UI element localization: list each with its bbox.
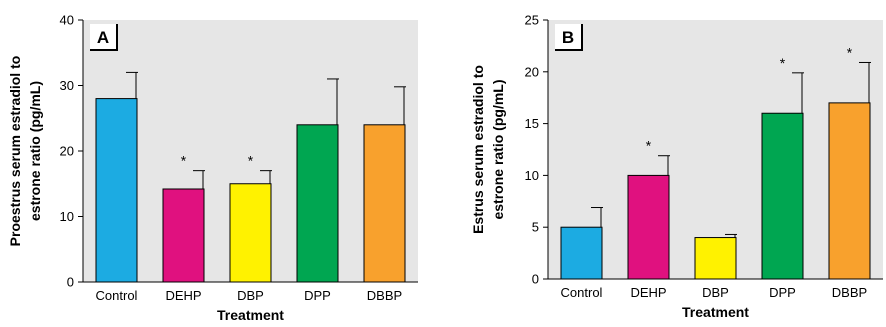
y-axis-title-line-1: Estrus serum estradiol to — [470, 65, 486, 234]
bar-dbp — [229, 183, 272, 283]
x-axis-title: Treatment — [682, 304, 749, 320]
y-axis-title-line-2: estrone ratio (pg/mL) — [27, 81, 43, 221]
bar-control — [95, 98, 138, 283]
y-axis-title-line-1: Proestrus serum estradiol to — [7, 56, 23, 247]
y-tick-label: 0 — [532, 272, 539, 287]
x-tick-label-control: Control — [561, 285, 603, 300]
y-tick-label: 10 — [525, 168, 539, 183]
y-tick-label: 0 — [67, 275, 74, 290]
x-tick-label-dpp: DPP — [769, 285, 796, 300]
bar-dpp — [296, 124, 339, 283]
bar-dehp — [627, 174, 670, 280]
chart-panel-a: 0 10 20 30 40 A Control * DEHP * DBP DPP DBBP Treatme… — [7, 13, 418, 323]
x-axis-title: Treatment — [217, 307, 284, 323]
x-tick-label-dbbp: DBBP — [832, 285, 867, 300]
panel-letter-box — [90, 24, 117, 50]
y-tick-label: 20 — [60, 144, 74, 159]
x-tick-label-dbbp: DBBP — [367, 288, 402, 303]
y-tick-label: 40 — [60, 13, 74, 28]
x-tick-label-dehp: DEHP — [630, 285, 666, 300]
x-tick-label-dbp: DBP — [702, 285, 729, 300]
y-axis-title-line-2: estrone ratio (pg/mL) — [490, 79, 506, 219]
chart-panel-b: 0 5 10 15 20 25 B Control * DEHP DBP * DPP * DBBP Treat… — [470, 13, 883, 320]
y-tick-label: 30 — [60, 78, 74, 93]
panel-letter-box-shadow — [555, 24, 583, 51]
x-tick-label-dbp: DBP — [237, 288, 264, 303]
x-tick-label-dehp: DEHP — [165, 288, 201, 303]
bar-dehp — [162, 188, 205, 283]
significance-star-dpp: * — [780, 55, 786, 71]
panel-letter: B — [562, 28, 574, 47]
bar-dpp — [761, 112, 804, 280]
x-tick-label-control: Control — [96, 288, 138, 303]
x-tick-label-dpp: DPP — [304, 288, 331, 303]
significance-star-dehp: * — [646, 138, 652, 154]
plot-area — [548, 20, 883, 279]
bar-control — [560, 226, 603, 280]
significance-star-dehp: * — [181, 153, 187, 169]
y-tick-label: 25 — [525, 13, 539, 28]
y-tick-label: 10 — [60, 209, 74, 224]
panel-letter: A — [97, 28, 109, 47]
significance-star-dbbp: * — [847, 44, 853, 60]
y-tick-label: 5 — [532, 220, 539, 235]
significance-star-dbp: * — [248, 153, 254, 169]
bar-dbbp — [363, 124, 406, 283]
panel-letter-box-shadow — [90, 24, 118, 51]
panel-letter-box — [555, 24, 582, 50]
y-tick-label: 15 — [525, 116, 539, 131]
bar-dbbp — [828, 102, 871, 280]
y-tick-label: 20 — [525, 64, 539, 79]
bar-dbp — [694, 237, 737, 280]
